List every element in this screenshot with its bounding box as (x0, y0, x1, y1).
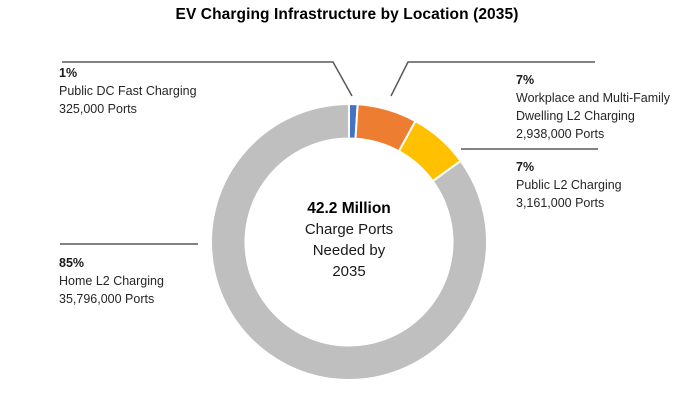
callout-ports: 325,000 Ports (59, 102, 137, 116)
center-line-3: Needed by (312, 242, 386, 259)
leader-line-workplace-multifamily (390, 61, 595, 97)
center-headline: 42.2 Million (307, 200, 391, 217)
callout-category: Home L2 Charging (59, 274, 164, 288)
chart-title: EV Charging Infrastructure by Location (… (175, 6, 519, 23)
callout-home-l2: 85% Home L2 Charging 35,796,000 Ports (59, 254, 164, 308)
callout-ports: 2,938,000 Ports (516, 127, 605, 141)
center-line-4: 2035 (332, 263, 366, 280)
callout-percent: 85% (59, 256, 85, 270)
donut-segments (210, 102, 488, 381)
callout-category: Public L2 Charging (516, 178, 622, 192)
callout-workplace-multifamily: 7% Workplace and Multi-Family Dwelling L… (516, 71, 670, 143)
callout-category-line2: Dwelling L2 Charging (516, 109, 635, 123)
donut-center-label: 42.2 Million Charge Ports Needed by 2035 (249, 198, 449, 282)
callout-percent: 7% (516, 73, 535, 87)
leader-line-public-dc-fast (62, 61, 353, 97)
callout-ports: 35,796,000 Ports (59, 292, 155, 306)
callout-percent: 7% (516, 160, 535, 174)
donut-segment-home-l2 (210, 103, 488, 381)
callout-percent: 1% (59, 66, 78, 80)
callout-public-dc-fast: 1% Public DC Fast Charging 325,000 Ports (59, 64, 197, 118)
leader-lines (60, 61, 598, 245)
center-line-2: Charge Ports (304, 221, 394, 238)
callout-category: Public DC Fast Charging (59, 84, 197, 98)
callout-public-l2: 7% Public L2 Charging 3,161,000 Ports (516, 158, 622, 212)
callout-ports: 3,161,000 Ports (516, 196, 605, 210)
callout-category-line1: Workplace and Multi-Family (516, 91, 670, 105)
